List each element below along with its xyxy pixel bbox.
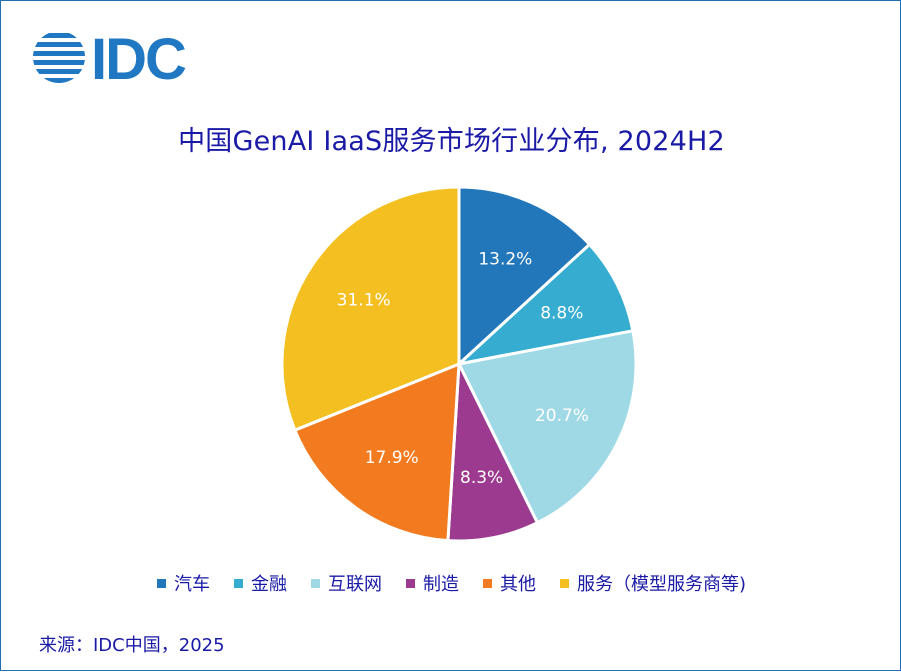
- legend-swatch: [233, 578, 243, 588]
- data-label-4: 17.9%: [365, 448, 419, 468]
- pie-slice-3: [446, 358, 540, 543]
- pie-slice-0: [457, 185, 592, 368]
- chart-legend: 汽车 金融 互联网 制造 其他 服务（模型服务商等): [1, 570, 901, 596]
- data-label-5: 31.1%: [337, 291, 391, 311]
- globe-icon: [33, 33, 85, 83]
- logo-text: IDC: [91, 27, 186, 87]
- legend-swatch: [482, 578, 492, 588]
- chart-title: 中国GenAI IaaS服务市场行业分布, 2024H2: [178, 126, 725, 157]
- legend-item-3: 制造: [405, 570, 459, 596]
- pie-slice-5: [280, 185, 461, 433]
- legend-label: 其他: [499, 574, 536, 595]
- legend-swatch: [156, 578, 166, 588]
- legend-label: 互联网: [327, 574, 382, 595]
- data-label-2: 20.7%: [535, 406, 589, 426]
- legend-item-2: 互联网: [310, 570, 382, 596]
- data-label-1: 8.8%: [540, 303, 583, 323]
- data-label-3: 8.3%: [460, 468, 503, 488]
- legend-swatch: [559, 578, 569, 588]
- legend-label: 金融: [250, 574, 287, 595]
- legend-item-4: 其他: [482, 570, 536, 596]
- legend-item-0: 汽车: [156, 570, 210, 596]
- data-label-0: 13.2%: [478, 250, 532, 270]
- idc-logo: IDC: [33, 27, 188, 87]
- legend-label: 汽车: [173, 574, 210, 595]
- legend-item-1: 金融: [233, 570, 287, 596]
- legend-label: 制造: [422, 574, 459, 595]
- legend-swatch: [310, 578, 320, 588]
- source-note: 来源：IDC中国，2025: [39, 635, 225, 656]
- pie-slice-4: [292, 361, 461, 543]
- pie-slice-1: [454, 242, 635, 367]
- legend-swatch: [405, 578, 415, 588]
- legend-item-5: 服务（模型服务商等): [559, 570, 747, 596]
- pie-slice-2: [456, 329, 638, 525]
- legend-label: 服务（模型服务商等): [576, 574, 747, 595]
